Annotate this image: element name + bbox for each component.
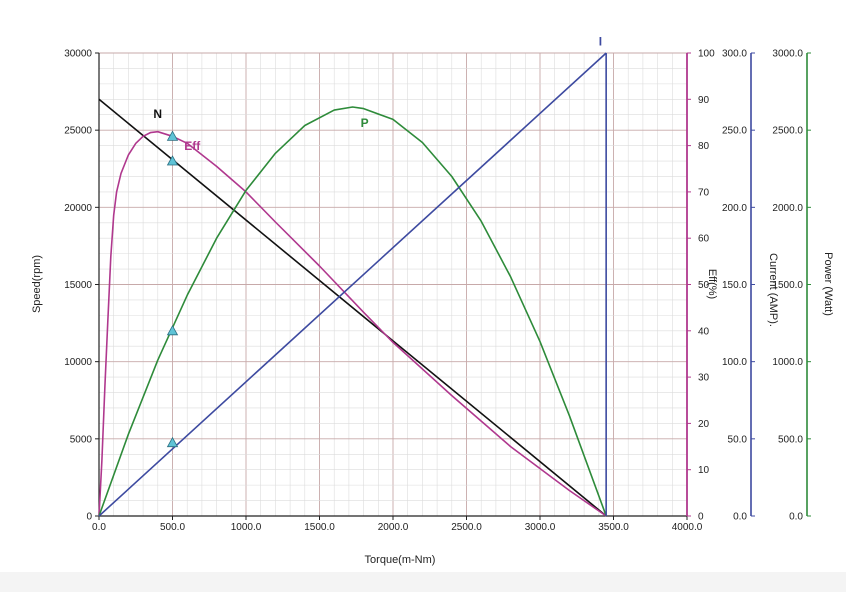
y-tick-label-power: 2000.0	[772, 203, 803, 214]
grid	[98, 52, 688, 517]
y-tick-label-speed: 10000	[64, 357, 92, 368]
y-axis-title-power: Power (Watt)	[822, 252, 834, 316]
y-tick-label-speed: 15000	[64, 280, 92, 291]
y-tick-label-power: 1500.0	[772, 280, 803, 291]
y-tick-label-speed: 0	[86, 512, 92, 523]
series-label-n: N	[153, 107, 162, 121]
page-footer-strip	[0, 572, 846, 592]
series-line-i	[98, 52, 607, 517]
y-tick-label-speed: 25000	[64, 126, 92, 137]
data-marker-speed	[166, 155, 179, 166]
y-tick-label-eff: 90	[698, 95, 710, 106]
y-tick-label-power: 500.0	[778, 434, 803, 445]
y-tick-label-power: 1000.0	[772, 357, 803, 368]
y-tick-label-eff: 100	[698, 49, 715, 60]
y-tick-label-current: 200.0	[722, 203, 747, 214]
y-tick-label-eff: 80	[698, 141, 710, 152]
y-tick-label-current: 100.0	[722, 357, 747, 368]
x-tick-label: 2500.0	[451, 522, 482, 533]
y-axis-title-current: Current (AMP).	[767, 253, 779, 327]
x-tick-label: 1000.0	[231, 522, 262, 533]
series-label-eff: Eff	[184, 139, 201, 153]
data-marker-power	[166, 324, 179, 336]
y-tick-label-current: 50.0	[728, 434, 748, 445]
y-tick-label-power: 0.0	[789, 512, 803, 523]
x-tick-label: 3500.0	[598, 522, 629, 533]
series-label-p: P	[361, 116, 369, 130]
y-tick-label-speed: 5000	[70, 434, 93, 445]
series-lines	[98, 52, 607, 517]
series-line-n	[98, 98, 607, 517]
y-tick-label-speed: 20000	[64, 203, 92, 214]
y-tick-label-current: 250.0	[722, 126, 747, 137]
data-marker-current	[166, 436, 179, 448]
x-tick-label: 2000.0	[378, 522, 409, 533]
y-tick-label-power: 3000.0	[772, 49, 803, 60]
axes: 0.0 500.0 1000.0 1500.0 2000.0 2500.0 3000.0 35…	[31, 49, 834, 534]
x-tick-label: 0.0	[92, 522, 106, 533]
y-tick-label-current: 300.0	[722, 49, 747, 60]
y-tick-label-eff: 10	[698, 465, 710, 476]
y-tick-label-eff: 50	[698, 280, 710, 291]
series-labels: N Eff P I	[153, 34, 602, 153]
y-tick-label-eff: 20	[698, 419, 710, 430]
y-tick-label-power: 2500.0	[772, 126, 803, 137]
y-tick-label-eff: 30	[698, 373, 710, 384]
y-tick-label-current: 0.0	[733, 512, 747, 523]
y-tick-label-speed: 30000	[64, 49, 92, 60]
series-label-i: I	[599, 34, 602, 48]
y-axis-title-speed: Speed(rpm)	[31, 255, 43, 313]
y-tick-label-eff: 0	[698, 512, 704, 523]
x-axis-label: Torque(m-Nm)	[365, 554, 436, 566]
y-axis-title-eff: Eff(%)	[706, 269, 718, 299]
y-tick-label-eff: 40	[698, 326, 710, 337]
y-tick-label-eff: 60	[698, 234, 710, 245]
y-tick-label-current: 150.0	[722, 280, 747, 291]
data-marker-eff	[166, 130, 179, 141]
y-tick-label-eff: 70	[698, 187, 710, 198]
series-markers	[166, 130, 179, 448]
x-tick-label: 500.0	[160, 522, 185, 533]
series-line-p	[98, 106, 607, 517]
x-tick-label: 4000.0	[672, 522, 703, 533]
series-line-eff	[98, 130, 607, 517]
x-tick-label: 3000.0	[525, 522, 556, 533]
x-tick-label: 1500.0	[304, 522, 335, 533]
